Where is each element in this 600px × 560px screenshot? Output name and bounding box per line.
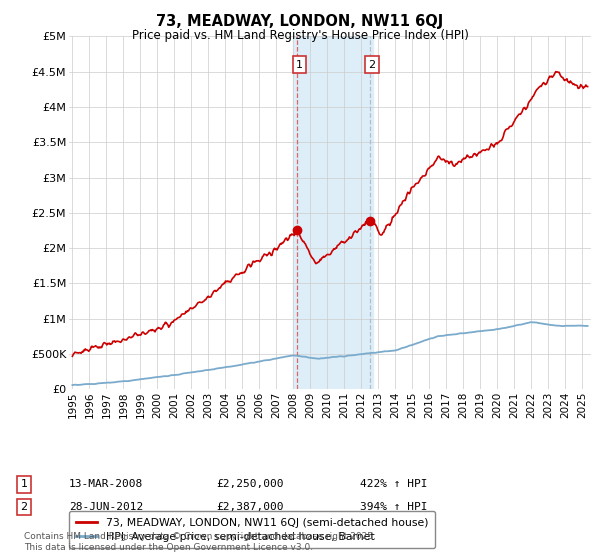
Text: 1: 1 — [20, 479, 28, 489]
Text: Contains HM Land Registry data © Crown copyright and database right 2025.
This d: Contains HM Land Registry data © Crown c… — [24, 532, 376, 552]
Text: 2: 2 — [20, 502, 28, 512]
Text: 1: 1 — [296, 59, 303, 69]
Text: Price paid vs. HM Land Registry's House Price Index (HPI): Price paid vs. HM Land Registry's House … — [131, 29, 469, 42]
Text: 28-JUN-2012: 28-JUN-2012 — [69, 502, 143, 512]
Text: £2,387,000: £2,387,000 — [216, 502, 284, 512]
Text: 2: 2 — [368, 59, 376, 69]
Text: 13-MAR-2008: 13-MAR-2008 — [69, 479, 143, 489]
Legend: 73, MEADWAY, LONDON, NW11 6QJ (semi-detached house), HPI: Average price, semi-de: 73, MEADWAY, LONDON, NW11 6QJ (semi-deta… — [69, 511, 435, 548]
Text: 73, MEADWAY, LONDON, NW11 6QJ: 73, MEADWAY, LONDON, NW11 6QJ — [157, 14, 443, 29]
Text: 422% ↑ HPI: 422% ↑ HPI — [360, 479, 427, 489]
Text: 394% ↑ HPI: 394% ↑ HPI — [360, 502, 427, 512]
Bar — [293, 36, 373, 389]
Text: £2,250,000: £2,250,000 — [216, 479, 284, 489]
